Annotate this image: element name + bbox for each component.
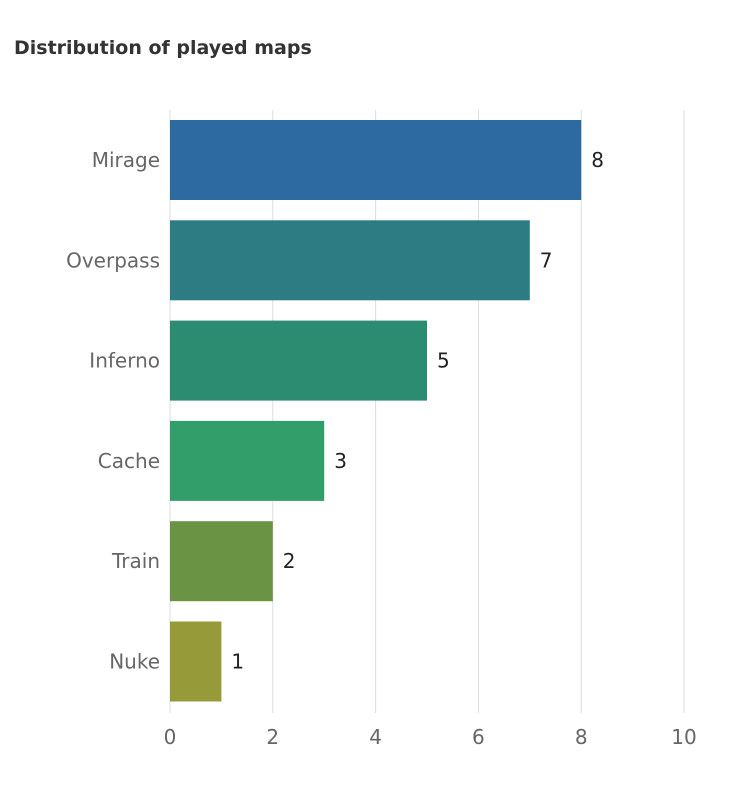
bar-train [170,521,273,602]
category-label: Nuke [109,650,160,674]
category-label: Overpass [66,248,160,272]
x-tick-label: 2 [266,725,279,749]
x-tick-label: 4 [369,725,382,749]
value-label: 7 [540,248,553,272]
value-label: 2 [283,549,296,573]
value-label: 8 [591,148,604,172]
bar-mirage [170,120,582,200]
x-tick-label: 6 [472,725,485,749]
category-label: Inferno [89,349,160,373]
bar-inferno [170,320,427,401]
category-label: Cache [98,449,160,473]
value-label: 3 [334,449,347,473]
category-label: Train [111,549,160,573]
value-label: 1 [231,650,244,674]
bar-nuke [170,621,222,702]
category-label: Mirage [92,148,160,172]
x-tick-label: 10 [671,725,696,749]
bar-overpass [170,220,530,301]
x-tick-label: 8 [575,725,588,749]
chart-title: Distribution of played maps [14,37,312,59]
gridlines [169,110,685,713]
value-label: 5 [437,349,450,373]
x-tick-label: 0 [164,725,177,749]
bar-cache [170,420,325,501]
